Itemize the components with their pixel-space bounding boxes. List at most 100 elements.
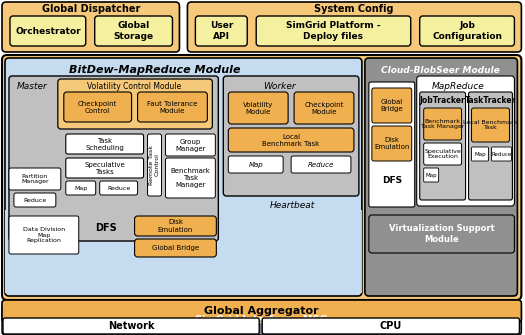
Text: User
API: User API	[209, 21, 233, 41]
FancyBboxPatch shape	[2, 300, 521, 322]
Text: Local
Benchmark Task: Local Benchmark Task	[262, 134, 320, 146]
FancyBboxPatch shape	[58, 79, 212, 129]
FancyBboxPatch shape	[228, 128, 354, 152]
Text: Network: Network	[108, 321, 154, 331]
Text: BitDew-MapReduce Module: BitDew-MapReduce Module	[69, 65, 240, 75]
FancyBboxPatch shape	[369, 215, 514, 253]
FancyBboxPatch shape	[9, 76, 218, 241]
FancyBboxPatch shape	[228, 92, 288, 124]
Text: Speculative
Execution: Speculative Execution	[424, 149, 461, 159]
FancyBboxPatch shape	[165, 158, 215, 198]
FancyBboxPatch shape	[148, 134, 162, 196]
FancyBboxPatch shape	[417, 76, 514, 206]
FancyBboxPatch shape	[424, 108, 461, 140]
FancyBboxPatch shape	[369, 82, 415, 207]
Text: Virtualization Support
Module: Virtualization Support Module	[389, 224, 495, 244]
FancyBboxPatch shape	[468, 92, 512, 200]
Text: Global Bridge: Global Bridge	[152, 245, 199, 251]
FancyBboxPatch shape	[134, 216, 216, 236]
Text: Orchestrator: Orchestrator	[15, 26, 81, 36]
Text: MapReduce: MapReduce	[432, 81, 485, 90]
FancyBboxPatch shape	[187, 2, 521, 52]
FancyBboxPatch shape	[9, 168, 61, 190]
Text: Global
Bridge: Global Bridge	[381, 99, 403, 112]
Text: Reduce: Reduce	[107, 186, 130, 191]
Text: Speculative
Tasks: Speculative Tasks	[85, 161, 125, 175]
FancyBboxPatch shape	[94, 16, 173, 46]
FancyBboxPatch shape	[3, 318, 259, 334]
FancyBboxPatch shape	[256, 16, 411, 46]
Text: CPU: CPU	[380, 321, 402, 331]
FancyBboxPatch shape	[66, 181, 96, 195]
Text: Map: Map	[474, 151, 486, 156]
Text: Checkpoint
Module: Checkpoint Module	[304, 102, 344, 115]
FancyBboxPatch shape	[424, 168, 439, 182]
Text: Remote Task
Control: Remote Task Control	[149, 145, 160, 185]
Text: Worker: Worker	[263, 81, 296, 90]
FancyBboxPatch shape	[10, 16, 86, 46]
Text: Reduce: Reduce	[308, 161, 334, 168]
FancyBboxPatch shape	[2, 2, 180, 52]
Text: Map: Map	[248, 161, 263, 168]
FancyBboxPatch shape	[9, 216, 79, 254]
Text: SimGrid Platform -
Deploy files: SimGrid Platform - Deploy files	[286, 21, 381, 41]
Text: DFS: DFS	[95, 223, 117, 233]
Text: Benchmark
Task Manager: Benchmark Task Manager	[421, 119, 464, 129]
FancyBboxPatch shape	[419, 16, 514, 46]
FancyBboxPatch shape	[66, 158, 143, 178]
Text: SimGrid Interface - MSG: SimGrid Interface - MSG	[195, 315, 328, 325]
Text: Disk
Emulation: Disk Emulation	[374, 137, 410, 150]
FancyBboxPatch shape	[365, 58, 518, 296]
FancyBboxPatch shape	[291, 156, 351, 173]
FancyBboxPatch shape	[14, 193, 56, 207]
Text: Map: Map	[74, 186, 87, 191]
Text: Volatility
Module: Volatility Module	[243, 102, 274, 115]
Text: Cloud-BlobSeer Module: Cloud-BlobSeer Module	[381, 66, 500, 74]
Text: Reduce: Reduce	[23, 198, 47, 202]
FancyBboxPatch shape	[138, 92, 207, 122]
Text: DFS: DFS	[382, 176, 402, 185]
Text: Reduce: Reduce	[491, 151, 511, 156]
Text: Checkpoint
Control: Checkpoint Control	[78, 100, 118, 114]
FancyBboxPatch shape	[223, 76, 359, 196]
Text: Master: Master	[16, 81, 47, 90]
Text: Data Division
Map
Replication: Data Division Map Replication	[23, 227, 65, 243]
Text: Global Dispatcher: Global Dispatcher	[41, 4, 140, 14]
FancyBboxPatch shape	[419, 92, 466, 200]
FancyBboxPatch shape	[195, 16, 247, 46]
Text: Benchmark
Task
Manager: Benchmark Task Manager	[171, 168, 211, 188]
FancyBboxPatch shape	[134, 239, 216, 257]
Text: Task
Scheduling: Task Scheduling	[85, 137, 124, 150]
Text: Partition
Manager: Partition Manager	[21, 174, 49, 184]
FancyBboxPatch shape	[424, 143, 461, 165]
FancyBboxPatch shape	[5, 58, 362, 296]
Text: Faut Tolerance
Module: Faut Tolerance Module	[148, 100, 197, 114]
FancyBboxPatch shape	[228, 156, 283, 173]
FancyBboxPatch shape	[262, 318, 519, 334]
Text: Group
Manager: Group Manager	[175, 138, 206, 151]
FancyBboxPatch shape	[165, 134, 215, 156]
FancyBboxPatch shape	[372, 126, 412, 161]
FancyBboxPatch shape	[372, 88, 412, 123]
FancyBboxPatch shape	[2, 305, 521, 335]
Text: Heartbeat: Heartbeat	[269, 201, 314, 209]
Text: Global Aggregator: Global Aggregator	[204, 306, 319, 316]
Text: Global
Storage: Global Storage	[113, 21, 154, 41]
FancyBboxPatch shape	[66, 134, 143, 154]
FancyBboxPatch shape	[100, 181, 138, 195]
FancyBboxPatch shape	[294, 92, 354, 124]
Text: Job
Configuration: Job Configuration	[432, 21, 502, 41]
Text: TaskTracker: TaskTracker	[465, 95, 516, 105]
Text: Local Benchmark
Task: Local Benchmark Task	[463, 120, 518, 130]
FancyBboxPatch shape	[471, 147, 488, 161]
FancyBboxPatch shape	[64, 92, 132, 122]
Text: Disk
Emulation: Disk Emulation	[158, 219, 193, 232]
FancyBboxPatch shape	[5, 210, 362, 293]
FancyBboxPatch shape	[491, 147, 511, 161]
Text: System Config: System Config	[314, 4, 394, 14]
FancyBboxPatch shape	[2, 55, 521, 300]
FancyBboxPatch shape	[471, 108, 509, 142]
Text: JobTracker: JobTracker	[420, 95, 466, 105]
Text: Volatility Control Module: Volatility Control Module	[88, 81, 182, 90]
Text: Map: Map	[425, 173, 437, 178]
